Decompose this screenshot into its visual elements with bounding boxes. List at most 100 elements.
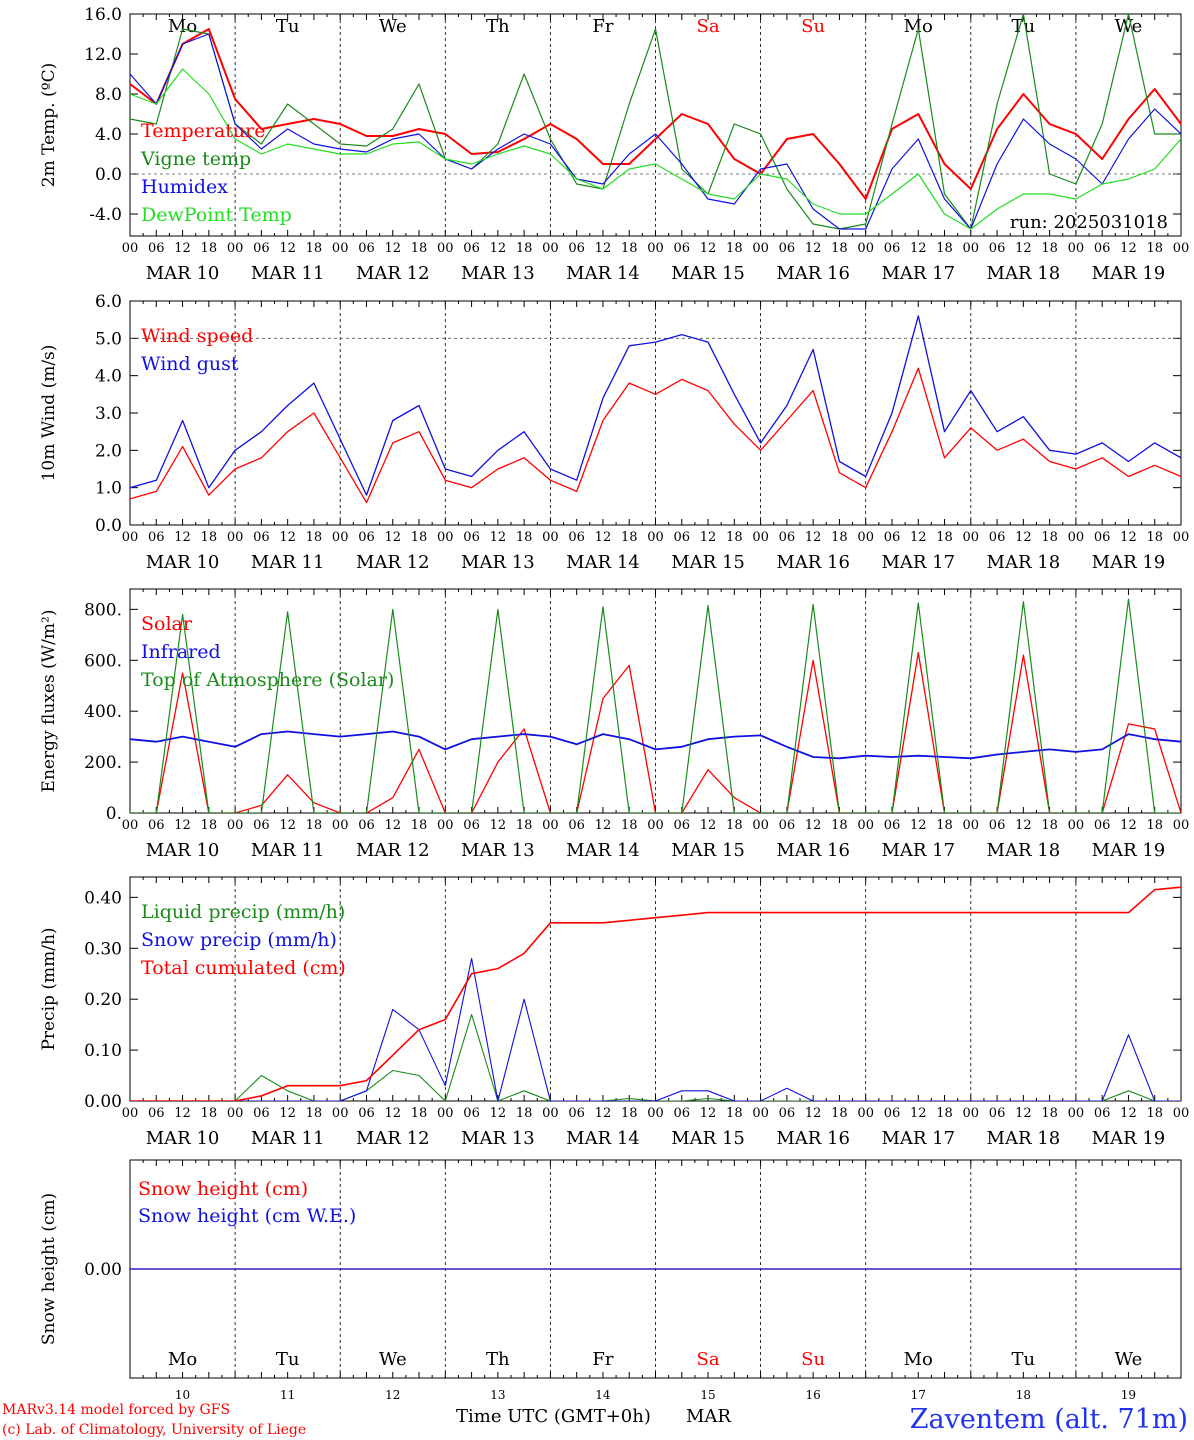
date-label: MAR 14 bbox=[566, 263, 640, 284]
hour-label: 12 bbox=[384, 241, 401, 256]
hour-label: 18 bbox=[411, 818, 428, 833]
hour-label: 18 bbox=[936, 1106, 953, 1121]
hour-label: 12 bbox=[384, 818, 401, 833]
y-axis-title: Snow height (cm) bbox=[39, 1193, 59, 1345]
hour-label: 12 bbox=[805, 1106, 822, 1121]
hour-label: 18 bbox=[516, 530, 533, 545]
panels: 16.0 12.0 8.0 4.0 0.0 -4.0 2m Temp. (ºC) 00 06 12… bbox=[39, 5, 1189, 1402]
date-label: MAR 16 bbox=[776, 552, 850, 573]
series-line-humidex bbox=[130, 33, 1181, 230]
legend-entry: Snow height (cm W.E.) bbox=[138, 1205, 356, 1227]
legend-entry: Infrared bbox=[141, 641, 221, 663]
y-tick-label: 800. bbox=[84, 600, 122, 620]
legend-entry: Wind gust bbox=[141, 353, 239, 375]
date-label: MAR 10 bbox=[146, 263, 220, 284]
hour-label: 00 bbox=[437, 530, 454, 545]
hour-label: 06 bbox=[989, 1106, 1006, 1121]
day-of-week-label: Su bbox=[801, 1349, 825, 1370]
hour-label: 12 bbox=[805, 818, 822, 833]
hour-label: 00 bbox=[647, 818, 664, 833]
hour-label: 00 bbox=[647, 241, 664, 256]
hour-label: 06 bbox=[884, 241, 901, 256]
date-label: MAR 11 bbox=[251, 552, 325, 573]
series-line-liquid-precip-mm-h bbox=[130, 1013, 1181, 1101]
hour-label: 12 bbox=[595, 241, 612, 256]
date-label: MAR 10 bbox=[146, 1128, 220, 1149]
day-of-week-label: Tu bbox=[276, 1349, 300, 1370]
hour-label: 00 bbox=[437, 818, 454, 833]
hour-label: 06 bbox=[568, 530, 585, 545]
hour-label: 00 bbox=[122, 1106, 139, 1121]
legend-entry: Top of Atmosphere (Solar) bbox=[141, 669, 394, 691]
hour-label: 18 bbox=[306, 818, 323, 833]
day-of-week-label: We bbox=[1115, 16, 1143, 37]
date-label: MAR 12 bbox=[356, 1128, 430, 1149]
legend-entry: Snow precip (mm/h) bbox=[141, 929, 337, 951]
hour-label: 18 bbox=[201, 241, 218, 256]
hour-label: 00 bbox=[1173, 1106, 1190, 1121]
date-label: MAR 19 bbox=[1092, 263, 1166, 284]
y-tick-label: 0.00 bbox=[84, 1260, 122, 1280]
run-label: run: 2025031018 bbox=[1010, 212, 1168, 233]
hour-label: 00 bbox=[542, 241, 559, 256]
hour-label: 06 bbox=[358, 241, 375, 256]
day-of-week-label: We bbox=[379, 16, 407, 37]
day-number-label: 17 bbox=[911, 1388, 926, 1402]
hour-label: 00 bbox=[332, 1106, 349, 1121]
hour-label: 18 bbox=[726, 530, 743, 545]
hour-label: 00 bbox=[437, 1106, 454, 1121]
hour-label: 06 bbox=[358, 530, 375, 545]
hour-label: 00 bbox=[752, 241, 769, 256]
hour-label: 06 bbox=[463, 1106, 480, 1121]
hour-label: 06 bbox=[253, 818, 270, 833]
date-label: MAR 10 bbox=[146, 552, 220, 573]
hour-label: 06 bbox=[568, 818, 585, 833]
hour-label: 06 bbox=[1094, 530, 1111, 545]
date-label: MAR 16 bbox=[776, 1128, 850, 1149]
hour-label: 00 bbox=[752, 1106, 769, 1121]
hour-label: 06 bbox=[674, 1106, 691, 1121]
hour-label: 00 bbox=[1173, 241, 1190, 256]
day-of-week-label: Sa bbox=[697, 1349, 720, 1370]
y-tick-label: 0.10 bbox=[84, 1041, 122, 1061]
hour-label: 06 bbox=[779, 818, 796, 833]
hour-label: 12 bbox=[700, 1106, 717, 1121]
hour-label: 12 bbox=[1015, 241, 1032, 256]
hour-label: 12 bbox=[279, 241, 296, 256]
hour-label: 12 bbox=[805, 241, 822, 256]
date-label: MAR 14 bbox=[566, 1128, 640, 1149]
date-label: MAR 15 bbox=[671, 552, 745, 573]
hour-label: 00 bbox=[752, 818, 769, 833]
y-tick-label: 0.0 bbox=[95, 165, 122, 185]
hour-label: 00 bbox=[122, 818, 139, 833]
y-tick-label: 2.0 bbox=[95, 441, 122, 461]
hour-label: 18 bbox=[411, 241, 428, 256]
hour-label: 18 bbox=[1146, 818, 1163, 833]
day-of-week-label: Su bbox=[801, 16, 825, 37]
y-tick-label: 16.0 bbox=[84, 5, 122, 25]
hour-label: 12 bbox=[174, 241, 191, 256]
day-number-label: 14 bbox=[595, 1388, 611, 1402]
hour-label: 00 bbox=[542, 818, 559, 833]
series-line-total-cumulated-cm bbox=[130, 886, 1181, 1101]
legend-entry: Temperature bbox=[141, 120, 265, 142]
hour-label: 06 bbox=[358, 818, 375, 833]
day-number-label: 19 bbox=[1121, 1388, 1136, 1402]
y-tick-label: 5.0 bbox=[95, 329, 122, 349]
hour-label: 18 bbox=[306, 530, 323, 545]
hour-label: 18 bbox=[201, 818, 218, 833]
date-label: MAR 18 bbox=[987, 263, 1061, 284]
time-axis-month: MAR bbox=[686, 1406, 731, 1427]
hour-label: 12 bbox=[805, 530, 822, 545]
hour-label: 06 bbox=[1094, 818, 1111, 833]
hour-label: 18 bbox=[201, 530, 218, 545]
date-label: MAR 15 bbox=[671, 263, 745, 284]
day-of-week-label: Sa bbox=[697, 16, 720, 37]
series-line-solar bbox=[130, 651, 1181, 813]
hour-label: 06 bbox=[989, 530, 1006, 545]
hour-label: 18 bbox=[726, 818, 743, 833]
date-label: MAR 19 bbox=[1092, 1128, 1166, 1149]
panel-snow: 0.00 Snow height (cm) Mo Tu We Th Fr Sa Su Mo Tu We… bbox=[39, 1159, 1182, 1402]
hour-label: 18 bbox=[1041, 530, 1058, 545]
legend-entry: Total cumulated (cm) bbox=[141, 957, 346, 979]
